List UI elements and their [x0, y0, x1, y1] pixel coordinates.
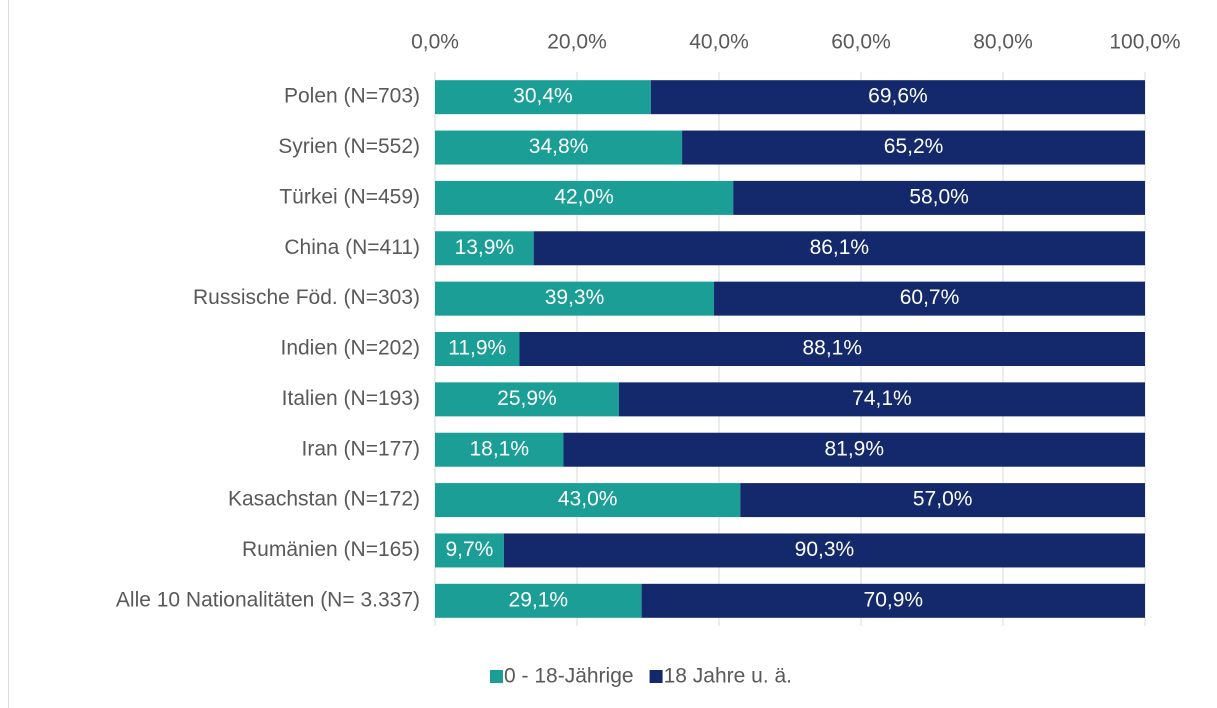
bar-segment	[641, 583, 1145, 618]
value-label: 18,1%	[469, 437, 529, 460]
value-label: 69,6%	[868, 85, 928, 108]
y-tick-label: Syrien (N=552)	[278, 135, 420, 158]
bar-segment	[682, 130, 1145, 165]
bar-segment	[435, 281, 715, 316]
value-label: 60,7%	[900, 286, 960, 309]
value-label: 34,8%	[529, 135, 589, 158]
bar-segment	[435, 382, 619, 417]
y-tick-label: Türkei (N=459)	[279, 185, 420, 208]
bar-segment	[618, 382, 1145, 417]
value-label: 81,9%	[824, 437, 884, 460]
x-tick-label: 60,0%	[831, 31, 891, 54]
chart-border	[8, 0, 9, 708]
x-tick-label: 100,0%	[1109, 31, 1180, 54]
bar-segment	[533, 231, 1145, 266]
value-label: 70,9%	[864, 588, 924, 611]
value-label: 58,0%	[909, 185, 969, 208]
bar-segment	[503, 533, 1145, 568]
x-tick-label: 80,0%	[973, 31, 1033, 54]
legend-swatch	[649, 670, 663, 683]
bar-segment	[519, 332, 1145, 366]
y-tick-label: China (N=411)	[284, 236, 420, 259]
y-tick-label: Indien (N=202)	[280, 337, 420, 360]
y-tick-label: Iran (N=177)	[302, 437, 420, 460]
value-label: 13,9%	[455, 236, 515, 259]
bar-segment	[435, 483, 741, 518]
bar-segment	[435, 180, 734, 215]
bar-segment	[435, 332, 520, 366]
value-label: 30,4%	[513, 85, 573, 108]
bar-segment	[435, 130, 683, 165]
bar-segment	[435, 533, 504, 568]
bar-segment	[435, 583, 642, 618]
x-tick-label: 40,0%	[689, 31, 749, 54]
value-label: 9,7%	[445, 538, 493, 561]
y-tick-label: Alle 10 Nationalitäten (N= 3.337)	[116, 588, 420, 611]
bar-segment	[733, 180, 1145, 215]
bar-segment	[435, 80, 651, 115]
value-label: 90,3%	[795, 538, 855, 561]
x-tick-label: 0,0%	[411, 31, 459, 54]
legend-label: 18 Jahre u. ä.	[664, 665, 792, 688]
y-tick-label: Kasachstan (N=172)	[228, 488, 420, 511]
bar-segment	[714, 281, 1145, 316]
value-label: 65,2%	[884, 135, 944, 158]
value-label: 88,1%	[802, 337, 862, 360]
y-tick-label: Italien (N=193)	[282, 387, 420, 410]
value-label: 25,9%	[497, 387, 557, 410]
value-label: 42,0%	[554, 185, 614, 208]
legend-swatch	[490, 670, 503, 683]
bar-segment	[563, 432, 1145, 467]
value-label: 11,9%	[448, 337, 506, 360]
y-tick-label: Rumänien (N=165)	[242, 538, 420, 561]
value-label: 43,0%	[558, 488, 618, 511]
bar-segment	[650, 80, 1145, 115]
bar-segment	[740, 483, 1145, 518]
value-label: 57,0%	[913, 488, 973, 511]
value-label: 74,1%	[852, 387, 912, 410]
y-tick-label: Polen (N=703)	[284, 85, 420, 108]
value-label: 29,1%	[509, 588, 569, 611]
value-label: 86,1%	[810, 236, 870, 259]
value-label: 39,3%	[545, 286, 605, 309]
bar-segment	[435, 231, 534, 266]
bar-segment	[435, 432, 564, 467]
x-tick-label: 20,0%	[547, 31, 607, 54]
legend-label: 0 - 18-Jährige	[504, 665, 634, 688]
y-tick-label: Russische Föd. (N=303)	[193, 286, 420, 309]
